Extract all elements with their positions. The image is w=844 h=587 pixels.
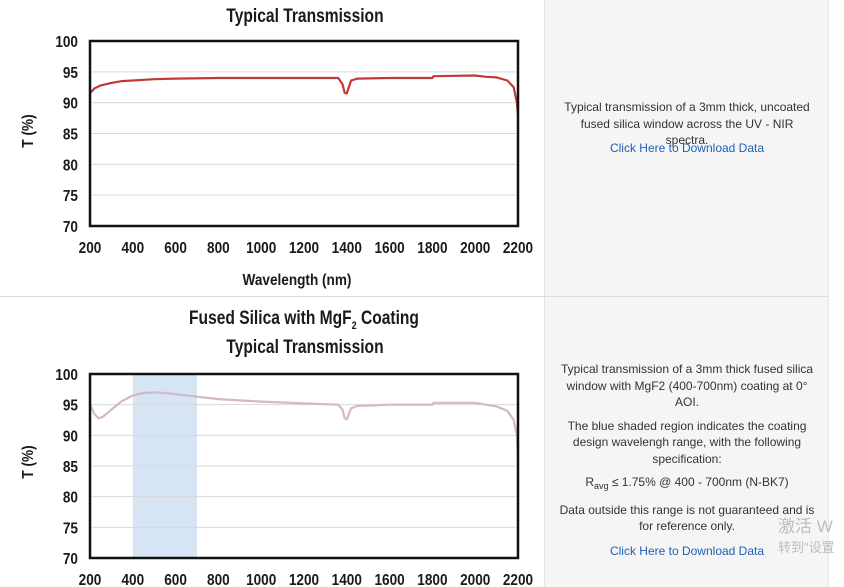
download-data-link[interactable]: Click Here to Download Data <box>609 543 765 558</box>
y-tick-label: 70 <box>63 219 78 236</box>
y-axis-label: T (%) <box>20 114 37 147</box>
y-tick-label: 75 <box>63 520 78 537</box>
y-tick-label: 80 <box>63 157 78 174</box>
row-divider <box>0 296 828 297</box>
chart-title-line1: Fused Silica with MgF2 Coating <box>189 307 419 333</box>
reference-note: Data outside this range is not guarantee… <box>559 502 815 534</box>
y-tick-label: 95 <box>63 398 78 415</box>
chart-title: Typical Transmission <box>226 5 383 27</box>
chart-mgf2-transmission: Fused Silica with MgF2 Coating Typical T… <box>20 307 533 587</box>
x-tick-label: 1000 <box>246 572 276 587</box>
x-tick-label: 2000 <box>460 240 490 257</box>
y-tick-label: 80 <box>63 490 78 507</box>
x-tick-label: 1200 <box>289 240 319 257</box>
shaded-region-note: The blue shaded region indicates the coa… <box>567 418 807 466</box>
series-line-0 <box>89 391 520 460</box>
x-tick-label: 2200 <box>503 240 533 257</box>
activation-watermark: 激活 W <box>778 517 833 536</box>
plot-frame <box>88 39 520 228</box>
description-text: Typical transmission of a 3mm thick, unc… <box>564 100 810 147</box>
activation-watermark-sub: 转到"设置 <box>778 540 835 555</box>
x-tick-label: 1400 <box>332 572 362 587</box>
x-tick-label: 400 <box>121 240 144 257</box>
x-tick-label: 1600 <box>374 240 404 257</box>
y-tick-label: 90 <box>63 428 78 445</box>
x-tick-label: 600 <box>164 572 187 587</box>
y-tick-label: 100 <box>55 34 78 51</box>
x-tick-label: 1200 <box>289 572 319 587</box>
x-tick-label: 1000 <box>246 240 276 257</box>
y-tick-label: 75 <box>63 188 78 205</box>
page-edge <box>828 0 829 587</box>
download-data-link[interactable]: Click Here to Download Data <box>609 141 765 155</box>
x-tick-label: 200 <box>79 572 102 587</box>
x-tick-label: 1600 <box>374 572 404 587</box>
chart-title-line2: Typical Transmission <box>226 336 383 358</box>
x-tick-label: 600 <box>164 240 187 257</box>
y-tick-label: 100 <box>55 367 78 384</box>
x-tick-label: 800 <box>207 240 230 257</box>
y-axis-label: T (%) <box>20 445 37 478</box>
plot-frame <box>88 372 520 560</box>
x-tick-label: 1800 <box>417 240 447 257</box>
x-tick-label: 1400 <box>332 240 362 257</box>
description-text: Typical transmission of a 3mm thick fuse… <box>560 362 814 409</box>
x-tick-label: 400 <box>121 572 144 587</box>
chart-typical-transmission: Typical Transmission T (%) Wavelength (n… <box>20 5 533 290</box>
x-tick-label: 800 <box>207 572 230 587</box>
y-tick-label: 85 <box>63 459 78 476</box>
plot-area: 70 75 80 85 90 95 100 200 400 600 800 1000 1200 1400 1… <box>55 34 533 257</box>
x-tick-label: 200 <box>79 240 102 257</box>
description-panel-mgf2: Typical transmission of a 3mm thick fuse… <box>544 297 829 587</box>
plot-area: 70 75 80 85 90 95 100 200 400 600 800 1000 1200 1400 1… <box>55 367 533 587</box>
series-line-0 <box>89 74 520 116</box>
x-axis-label: Wavelength (nm) <box>243 272 352 289</box>
coating-specification: Ravg ≤ 1.75% @ 400 - 700nm (N-BK7) <box>585 475 789 491</box>
y-tick-label: 70 <box>63 551 78 568</box>
x-tick-label: 2000 <box>460 572 490 587</box>
x-tick-label: 2200 <box>503 572 533 587</box>
y-tick-label: 90 <box>63 96 78 113</box>
description-panel-uncoated: Typical transmission of a 3mm thick, unc… <box>544 0 829 296</box>
y-tick-label: 85 <box>63 127 78 144</box>
x-tick-label: 1800 <box>417 572 447 587</box>
y-tick-label: 95 <box>63 65 78 82</box>
